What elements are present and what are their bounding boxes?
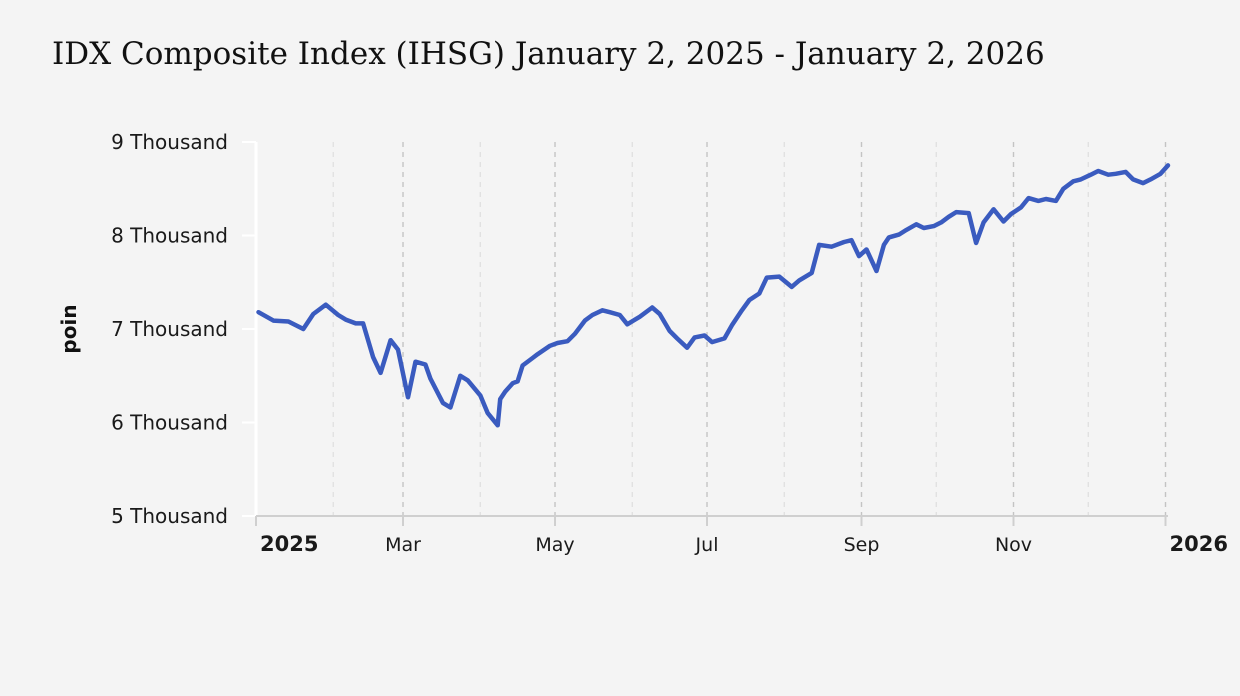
series-layer xyxy=(256,163,1171,428)
y-tick-label: 8 Thousand xyxy=(111,224,228,248)
series-line xyxy=(256,163,1171,428)
x-tick-label: 2025 xyxy=(260,532,318,556)
y-tick-label: 9 Thousand xyxy=(111,130,228,154)
y-axis-title: poin xyxy=(57,304,81,353)
y-tick-label: 5 Thousand xyxy=(111,504,228,528)
x-tick-label: Nov xyxy=(995,534,1032,556)
y-axis-ticks: 9 Thousand 8 Thousand 7 Thousand 6 Thousand… xyxy=(111,130,256,528)
x-axis-ticks: 2025 Mar May Jul Sep Nov 2026 xyxy=(255,516,1228,556)
x-tick-label: 2026 xyxy=(1170,532,1228,556)
chart-title: IDX Composite Index (IHSG) January 2, 20… xyxy=(52,36,1045,72)
x-tick-label: Mar xyxy=(385,534,421,556)
x-tick-label: May xyxy=(535,534,574,556)
x-tick-label: Jul xyxy=(695,534,719,556)
y-tick-label: 7 Thousand xyxy=(111,317,228,341)
x-tick-label: Sep xyxy=(844,534,880,556)
gridlines xyxy=(255,142,1167,516)
y-tick-label: 6 Thousand xyxy=(111,411,228,435)
